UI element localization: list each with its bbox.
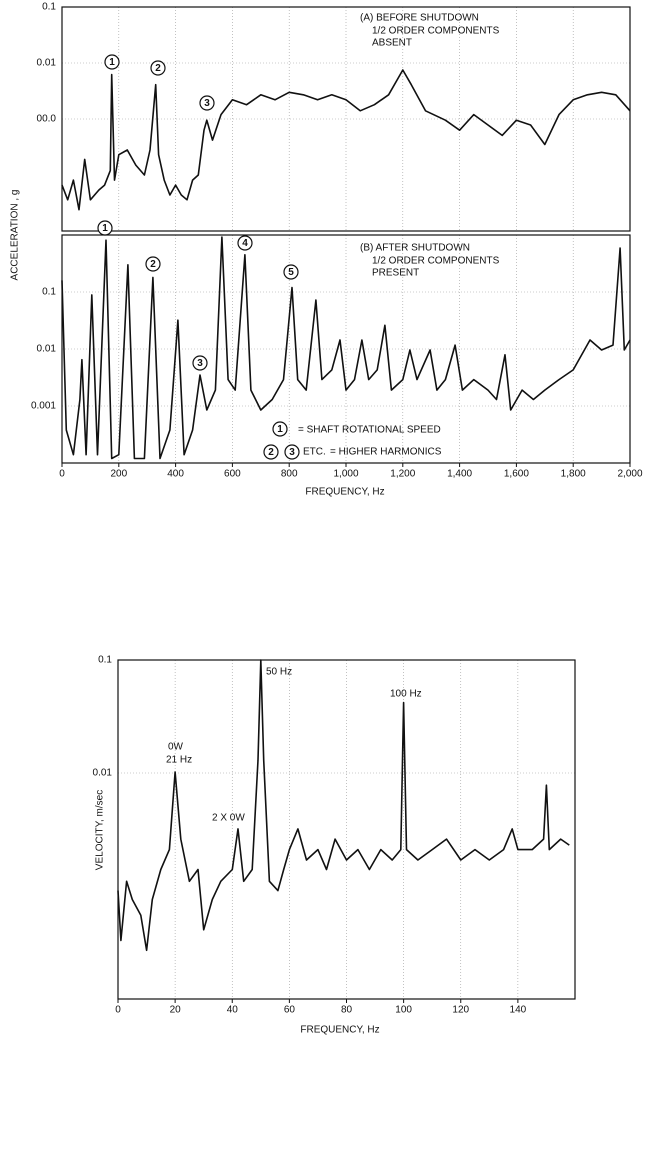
circled-marker <box>104 54 120 70</box>
y-tick-label: 0.1 <box>98 655 112 666</box>
x-axis-label: FREQUENCY, Hz <box>305 487 384 498</box>
y-tick-label: 0.01 <box>37 344 57 355</box>
plot-frame <box>117 659 576 1000</box>
x-tick-label: 1,200 <box>390 469 415 480</box>
circled-marker <box>145 256 161 272</box>
circled-number: 1 <box>109 57 115 68</box>
circled-marker <box>283 264 299 280</box>
x-tick-label: 20 <box>170 1005 182 1016</box>
annotation: 0W <box>168 742 184 753</box>
y-tick-label: 0.01 <box>93 768 113 779</box>
x-tick-label: 1,800 <box>561 469 586 480</box>
plot-frame <box>61 234 631 464</box>
x-tick-label: 0 <box>115 1005 121 1016</box>
legend-suffix: ETC. <box>303 447 326 458</box>
circled-marker <box>237 235 253 251</box>
circled-marker <box>263 444 279 460</box>
spectrum-line <box>61 236 631 460</box>
circled-number: 1 <box>277 424 283 435</box>
circled-marker <box>272 421 288 437</box>
x-tick-label: 60 <box>284 1005 296 1016</box>
x-tick-label: 80 <box>341 1005 353 1016</box>
x-tick-label: 1,600 <box>504 469 529 480</box>
circled-number: 1 <box>102 223 108 234</box>
circled-marker <box>150 60 166 76</box>
annotation: 2 X 0W <box>212 813 245 824</box>
annotation: 100 Hz <box>390 689 422 700</box>
y-tick-label: 00.0 <box>37 114 57 125</box>
circled-number: 3 <box>197 358 203 369</box>
x-tick-label: 120 <box>452 1005 469 1016</box>
annotation: (B) AFTER SHUTDOWN <box>360 243 470 254</box>
x-tick-label: 800 <box>281 469 298 480</box>
x-tick-label: 100 <box>395 1005 412 1016</box>
annotation: ABSENT <box>372 38 412 49</box>
x-tick-label: 600 <box>224 469 241 480</box>
y-tick-label: 0.1 <box>42 287 56 298</box>
annotation: (A) BEFORE SHUTDOWN <box>360 13 479 24</box>
plot-frame <box>61 6 631 232</box>
circled-number: 2 <box>150 259 156 270</box>
x-tick-label: 1,000 <box>333 469 358 480</box>
circled-number: 3 <box>289 447 295 458</box>
x-tick-label: 140 <box>510 1005 527 1016</box>
y-tick-label: 0.001 <box>31 401 56 412</box>
annotation: 1/2 ORDER COMPONENTS <box>372 26 500 37</box>
legend-text: = SHAFT ROTATIONAL SPEED <box>298 425 441 436</box>
x-tick-label: 2,000 <box>617 469 642 480</box>
circled-marker <box>97 220 113 236</box>
x-tick-label: 40 <box>227 1005 239 1016</box>
annotation: 1/2 ORDER COMPONENTS <box>372 256 500 267</box>
spectrum-line <box>117 659 570 952</box>
annotation: 21 Hz <box>166 755 192 766</box>
y-axis-label: VELOCITY, m/sec <box>95 790 106 870</box>
x-tick-label: 1,400 <box>447 469 472 480</box>
y-tick-label: 0.01 <box>37 58 57 69</box>
circled-marker <box>192 355 208 371</box>
circled-number: 3 <box>204 98 210 109</box>
x-axis-label: FREQUENCY, Hz <box>300 1025 379 1036</box>
legend-text: = HIGHER HARMONICS <box>330 447 442 458</box>
circled-marker <box>284 444 300 460</box>
annotation: 50 Hz <box>266 667 292 678</box>
x-tick-label: 200 <box>110 469 127 480</box>
circled-number: 5 <box>288 267 294 278</box>
y-axis-label: ACCELERATION , g <box>10 190 21 281</box>
circled-number: 2 <box>155 63 161 74</box>
annotation: PRESENT <box>372 268 419 279</box>
x-tick-label: 400 <box>167 469 184 480</box>
circled-number: 4 <box>242 238 248 249</box>
spectrum-line <box>61 69 631 211</box>
circled-marker <box>199 95 215 111</box>
circled-number: 2 <box>268 447 274 458</box>
x-tick-label: 0 <box>59 469 65 480</box>
y-tick-label: 0.1 <box>42 2 56 13</box>
